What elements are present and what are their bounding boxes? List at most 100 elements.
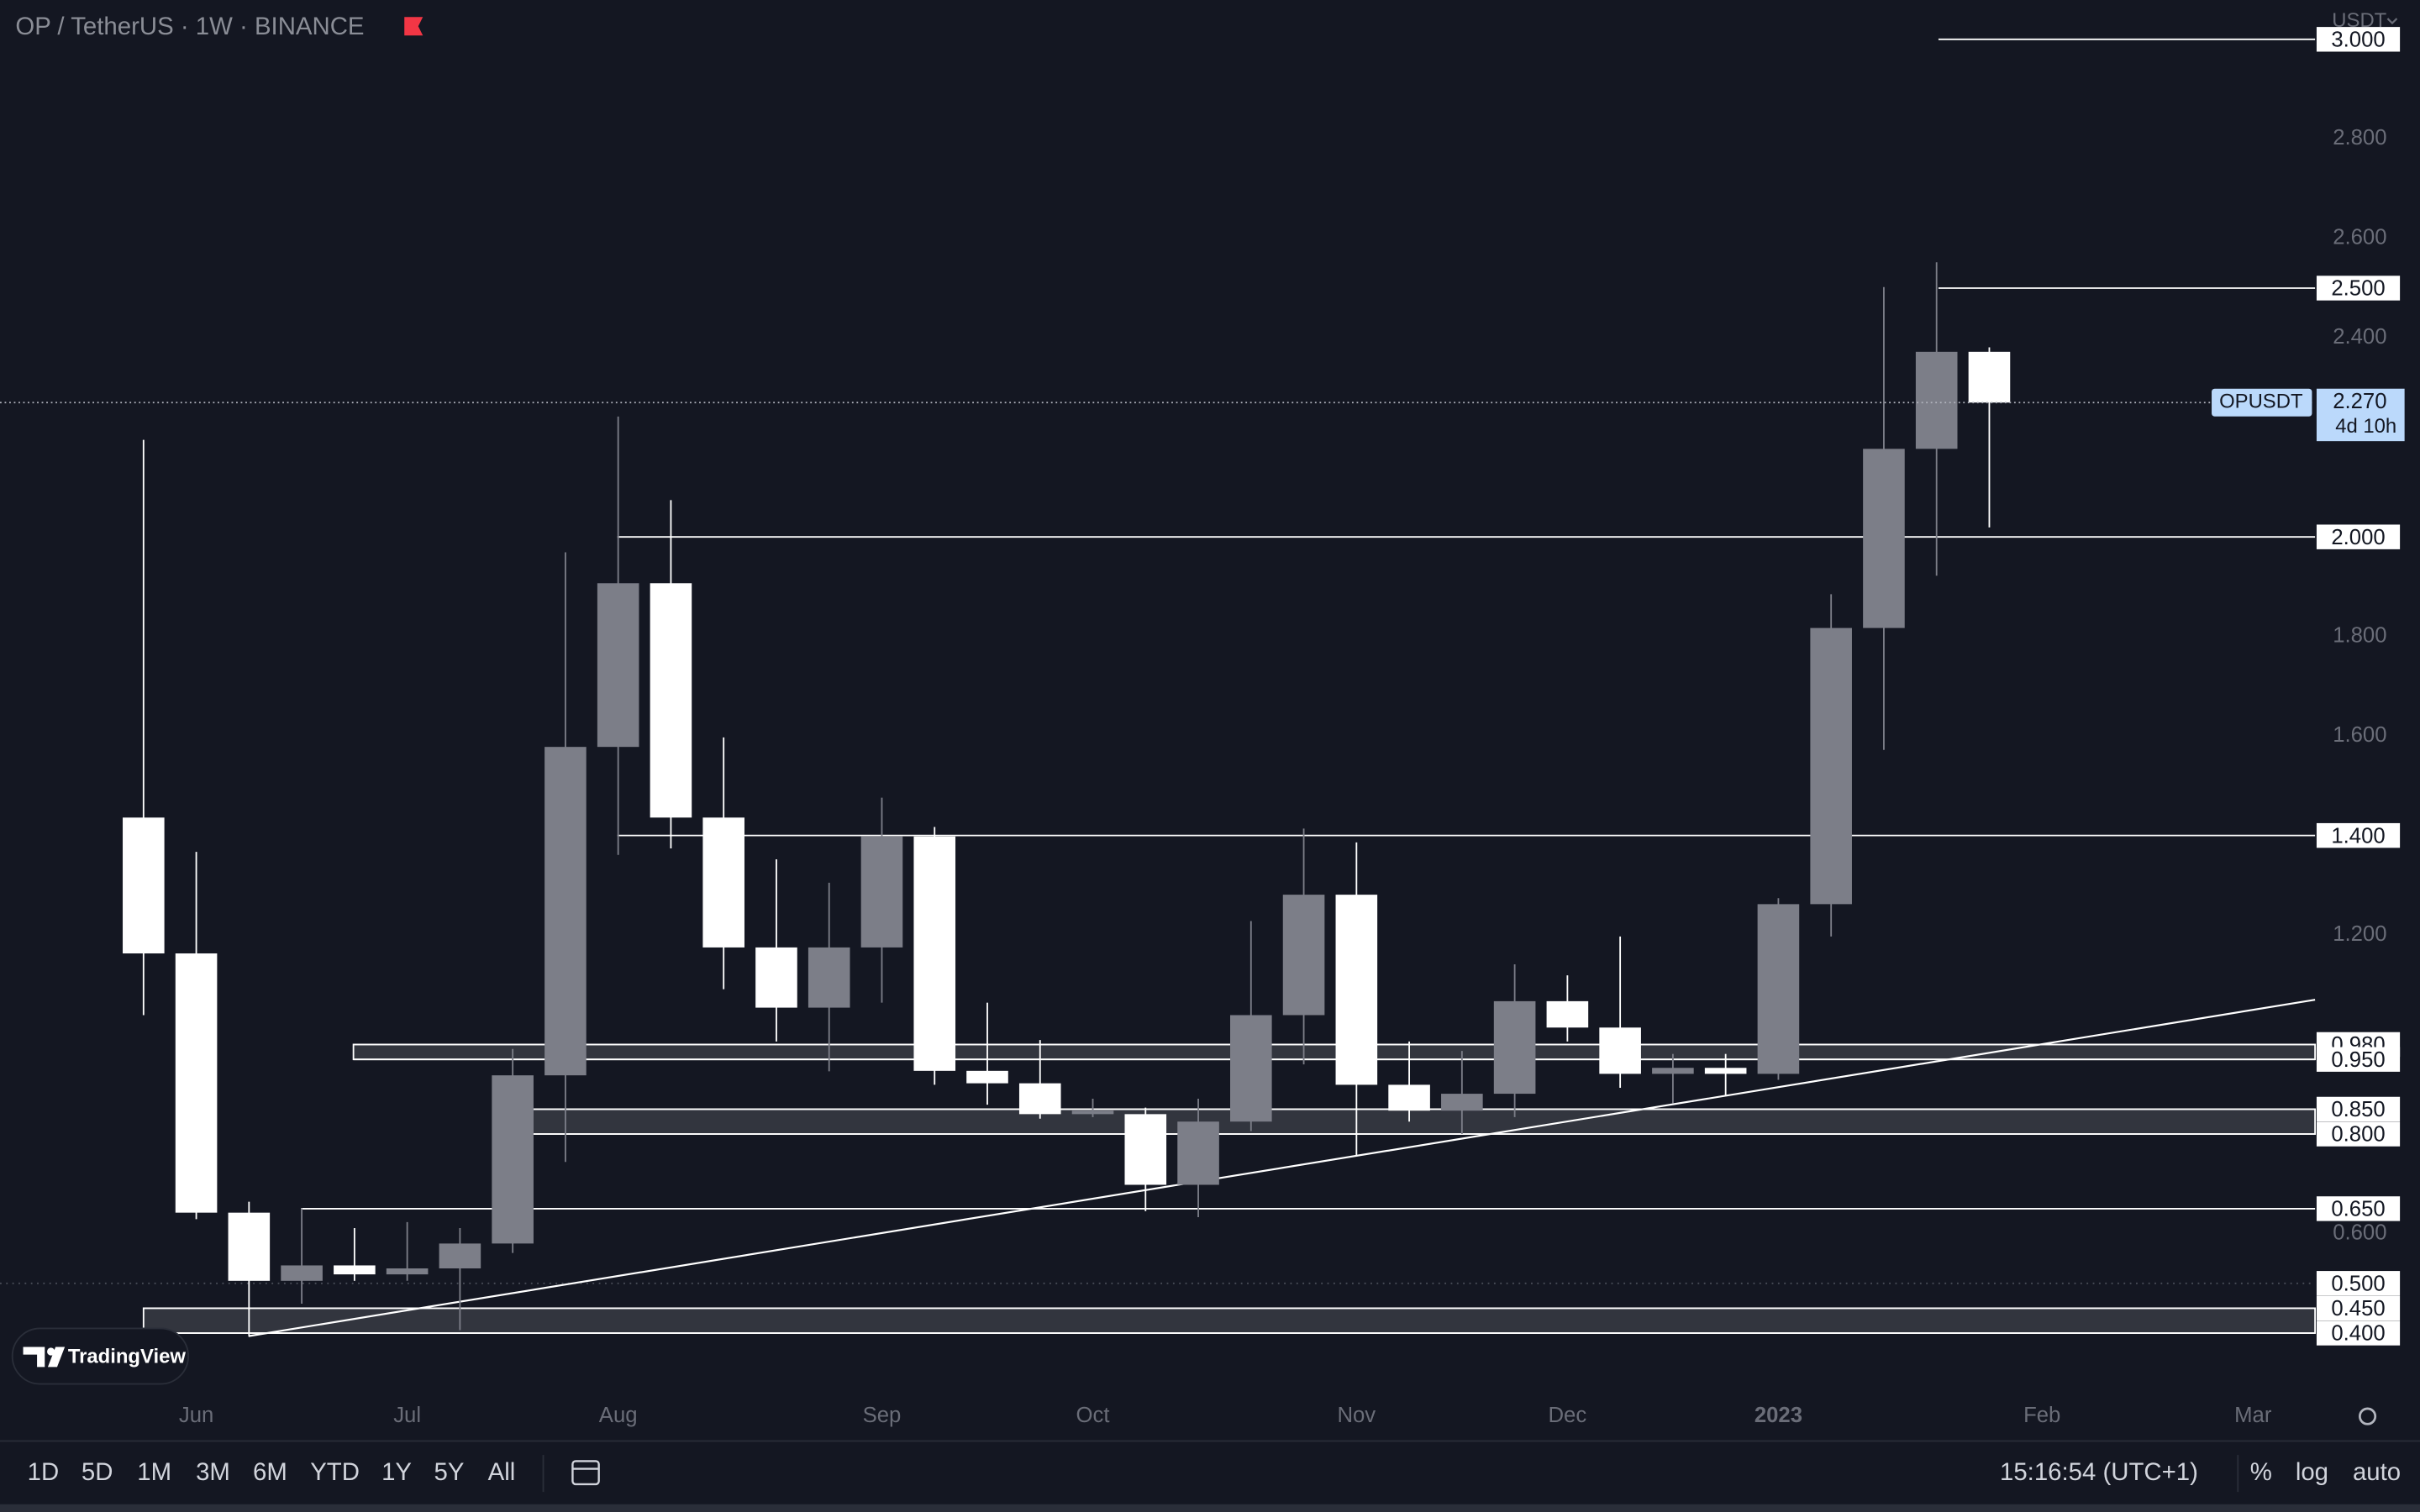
- y-tick-label: 2.600: [2333, 226, 2386, 249]
- x-tick-label: Mar: [2234, 1404, 2272, 1427]
- calendar-frame: [571, 1460, 600, 1486]
- level-label-box: [2316, 276, 2401, 301]
- level-label-box: [2316, 1271, 2401, 1296]
- candle-body: [1388, 1084, 1430, 1111]
- level-label: 0.950: [2331, 1048, 2385, 1072]
- last-price-name: OPUSDT: [2219, 391, 2303, 413]
- candle-body: [1493, 1000, 1536, 1095]
- candle-body: [1282, 895, 1325, 1016]
- x-tick-label: Sep: [863, 1404, 902, 1427]
- level-label-box: [2316, 1320, 2401, 1346]
- toolbar: 1D 5D 1M 3M 6M YTD 1Y 5Y All% log auto: [28, 1458, 2402, 1486]
- y-tick-label: 0.600: [2333, 1221, 2386, 1244]
- y-tick-label: 1.600: [2333, 723, 2386, 747]
- level-label-box: [2316, 1196, 2401, 1221]
- range-button[interactable]: 5D: [82, 1458, 113, 1486]
- branding-text: TradingView: [68, 1346, 187, 1368]
- x-tick-label: Oct: [1076, 1404, 1110, 1427]
- clock: 15:16:54 (UTC+1): [2000, 1458, 2198, 1486]
- candle-body: [597, 583, 639, 748]
- candle-body: [544, 747, 587, 1076]
- range-button[interactable]: 1D: [28, 1458, 60, 1486]
- range-button[interactable]: All: [488, 1458, 516, 1486]
- level-label: 0.850: [2331, 1098, 2385, 1121]
- candle-body: [439, 1243, 481, 1269]
- candle-body: [1335, 895, 1378, 1085]
- candle-body: [1915, 351, 1958, 449]
- candle-body: [1968, 351, 2011, 403]
- scale-option[interactable]: auto: [2353, 1458, 2401, 1486]
- level-label: 0.450: [2331, 1297, 2385, 1320]
- candle-body: [334, 1265, 376, 1275]
- scale-option[interactable]: %: [2250, 1458, 2272, 1486]
- x-tick-label: Jun: [179, 1404, 213, 1427]
- calendar-icon[interactable]: [571, 1460, 600, 1486]
- level-label: 0.650: [2331, 1198, 2385, 1221]
- candle-body: [1863, 449, 1905, 628]
- candle-body: [808, 947, 850, 1008]
- level-label: 2.000: [2331, 526, 2385, 549]
- candle-body: [1071, 1110, 1114, 1115]
- symbol-title: OP / TetherUS · 1W · BINANCE: [15, 13, 364, 40]
- range-button[interactable]: 6M: [253, 1458, 287, 1486]
- candle-body: [1546, 1000, 1589, 1028]
- branding-badge[interactable]: [11, 1327, 189, 1385]
- x-tick-label: 2023: [1754, 1404, 1802, 1427]
- candle-body: [1704, 1068, 1747, 1074]
- level-label-box: [2316, 1295, 2401, 1321]
- candle-body: [1441, 1094, 1483, 1111]
- range-button[interactable]: YTD: [310, 1458, 360, 1486]
- countdown: 4d 10h: [2335, 415, 2396, 438]
- plot: [0, 38, 2317, 1337]
- candle-body: [1810, 627, 1852, 905]
- candle-body: [1177, 1121, 1219, 1185]
- range-button[interactable]: 1M: [137, 1458, 171, 1486]
- candle-body: [492, 1075, 534, 1244]
- level-zone: [352, 1043, 2317, 1061]
- candle-body: [1230, 1015, 1272, 1122]
- candle-body: [1124, 1114, 1167, 1185]
- last-price-name-box: [2212, 388, 2312, 417]
- level-zone: [142, 1307, 2317, 1334]
- level-label-box: [2316, 1096, 2401, 1122]
- x-tick-label: Nov: [1337, 1404, 1376, 1427]
- level-label: 0.400: [2331, 1322, 2385, 1346]
- candle-body: [123, 817, 165, 954]
- candle-body: [650, 583, 692, 818]
- range-button[interactable]: 1Y: [381, 1458, 412, 1486]
- range-button[interactable]: 3M: [196, 1458, 230, 1486]
- candle-body: [281, 1265, 323, 1281]
- y-tick-label: 2.800: [2333, 126, 2386, 150]
- level-label-box: [2316, 27, 2401, 52]
- candle-body: [175, 953, 218, 1213]
- level-label-box: [2316, 524, 2401, 549]
- candle-body: [966, 1070, 1008, 1084]
- flag-icon[interactable]: [404, 17, 424, 36]
- candle-body: [228, 1212, 271, 1281]
- candle-body: [1018, 1083, 1061, 1115]
- chevron-icon: [2386, 18, 2398, 25]
- scale-option[interactable]: log: [2296, 1458, 2328, 1486]
- x-tick-label: Aug: [599, 1404, 638, 1427]
- level-label: 3.000: [2331, 28, 2385, 51]
- level-label: 0.500: [2331, 1272, 2385, 1295]
- y-tick-label: 2.400: [2333, 325, 2386, 349]
- level-label-box: [2316, 1047, 2401, 1072]
- level-label: 2.500: [2331, 277, 2385, 301]
- level-label: 0.800: [2331, 1123, 2385, 1147]
- candle-body: [913, 836, 956, 1071]
- settings-icon[interactable]: [2358, 1407, 2377, 1425]
- x-tick-label: Jul: [393, 1404, 421, 1427]
- candle-body: [1599, 1027, 1641, 1074]
- level-label-box: [2316, 1121, 2401, 1147]
- candle-body: [860, 836, 903, 948]
- x-tick-label: Feb: [2023, 1404, 2060, 1427]
- x-tick-label: Dec: [1549, 1404, 1587, 1427]
- range-button[interactable]: 5Y: [434, 1458, 465, 1486]
- candle-body: [1757, 904, 1800, 1074]
- level-zone: [531, 1108, 2317, 1135]
- branding-logo-dot: [47, 1347, 55, 1356]
